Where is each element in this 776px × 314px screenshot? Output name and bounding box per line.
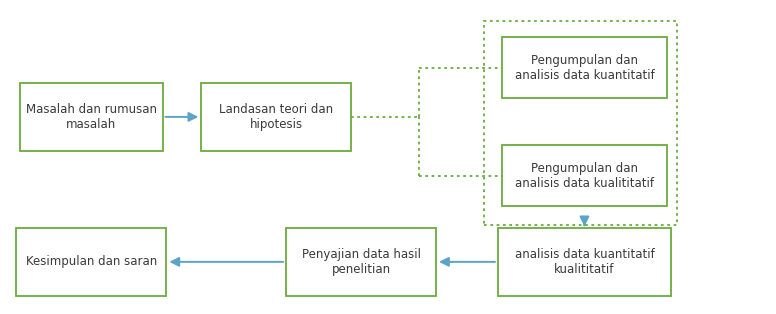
FancyBboxPatch shape: [497, 228, 671, 296]
FancyBboxPatch shape: [201, 83, 352, 151]
Text: Landasan teori dan
hipotesis: Landasan teori dan hipotesis: [220, 103, 334, 131]
Text: Penyajian data hasil
penelitian: Penyajian data hasil penelitian: [302, 248, 421, 276]
FancyBboxPatch shape: [286, 228, 436, 296]
Text: Masalah dan rumusan
masalah: Masalah dan rumusan masalah: [26, 103, 157, 131]
FancyBboxPatch shape: [16, 228, 167, 296]
FancyBboxPatch shape: [20, 83, 163, 151]
FancyBboxPatch shape: [501, 145, 667, 206]
Text: analisis data kuantitatif
kualititatif: analisis data kuantitatif kualititatif: [514, 248, 654, 276]
Text: Kesimpulan dan saran: Kesimpulan dan saran: [26, 255, 157, 268]
FancyBboxPatch shape: [501, 37, 667, 98]
Text: Pengumpulan dan
analisis data kualititatif: Pengumpulan dan analisis data kualititat…: [515, 161, 654, 190]
Text: Pengumpulan dan
analisis data kuantitatif: Pengumpulan dan analisis data kuantitati…: [514, 54, 654, 82]
